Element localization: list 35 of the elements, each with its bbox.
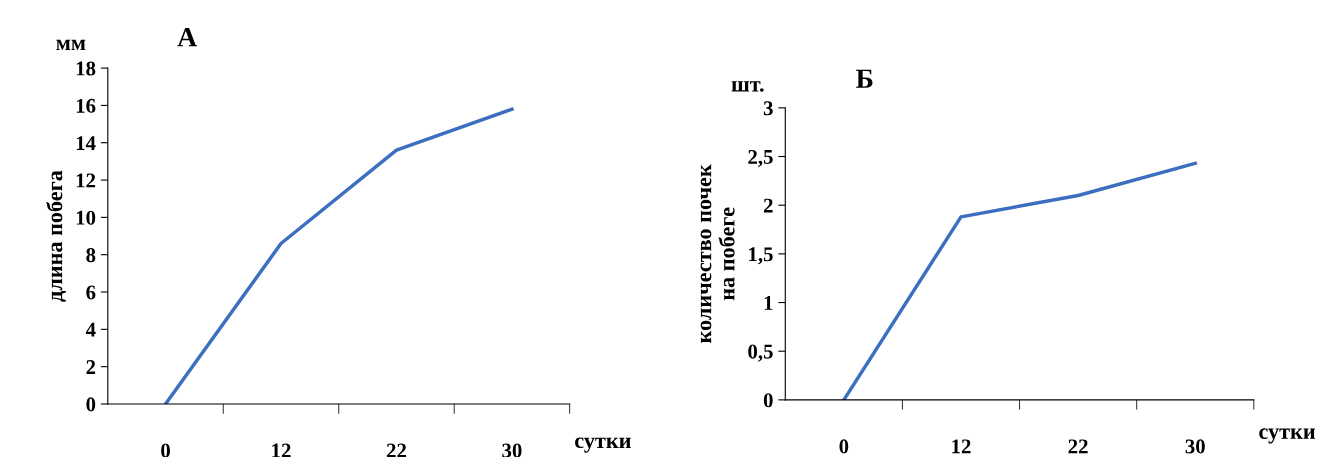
x-tick-label: 0 <box>839 439 849 454</box>
x-tick-label: 30 <box>502 443 522 457</box>
y-tick-label: 10 <box>76 210 96 225</box>
y-tick-label: 6 <box>86 285 96 300</box>
y-tick-label: 4 <box>85 322 96 337</box>
y-tick-label: 0 <box>86 397 96 412</box>
y-tick-label: 2,5 <box>748 149 773 167</box>
chart-title: Б <box>856 69 873 88</box>
y-tick-label: 14 <box>76 136 96 150</box>
x-tick-label: 22 <box>386 443 406 457</box>
x-tick-label: 22 <box>1068 439 1088 454</box>
line-series <box>842 161 1197 400</box>
chart-title: А <box>177 27 197 47</box>
y-tick-label: 3 <box>763 101 773 116</box>
y-tick-label: 16 <box>76 98 96 113</box>
text: шт. <box>731 81 764 92</box>
y-tick-label: 0 <box>763 393 773 408</box>
text: сутки <box>575 437 631 453</box>
x-tick-label: 30 <box>1185 439 1205 454</box>
y-axis-title: количество почек на побеге <box>700 164 735 343</box>
y-tick-label: 18 <box>76 61 96 76</box>
line-series <box>163 107 514 404</box>
y-tick-label: 1,5 <box>749 247 773 265</box>
y-tick-label: 2 <box>86 360 96 374</box>
y-tick-label: 12 <box>76 173 96 188</box>
x-tick-label: 12 <box>272 443 291 457</box>
text: сутки <box>1259 428 1316 444</box>
y-axis-title: длина побега <box>46 170 66 302</box>
x-tick-label: 12 <box>952 439 971 454</box>
y-tick-label: 8 <box>86 248 96 263</box>
y-tick-label: 0,5 <box>748 344 773 362</box>
y-tick-label: 1 <box>764 296 773 310</box>
y-tick-label: 2 <box>763 198 773 213</box>
text: мм <box>56 39 86 50</box>
x-tick-label: 0 <box>161 443 170 457</box>
